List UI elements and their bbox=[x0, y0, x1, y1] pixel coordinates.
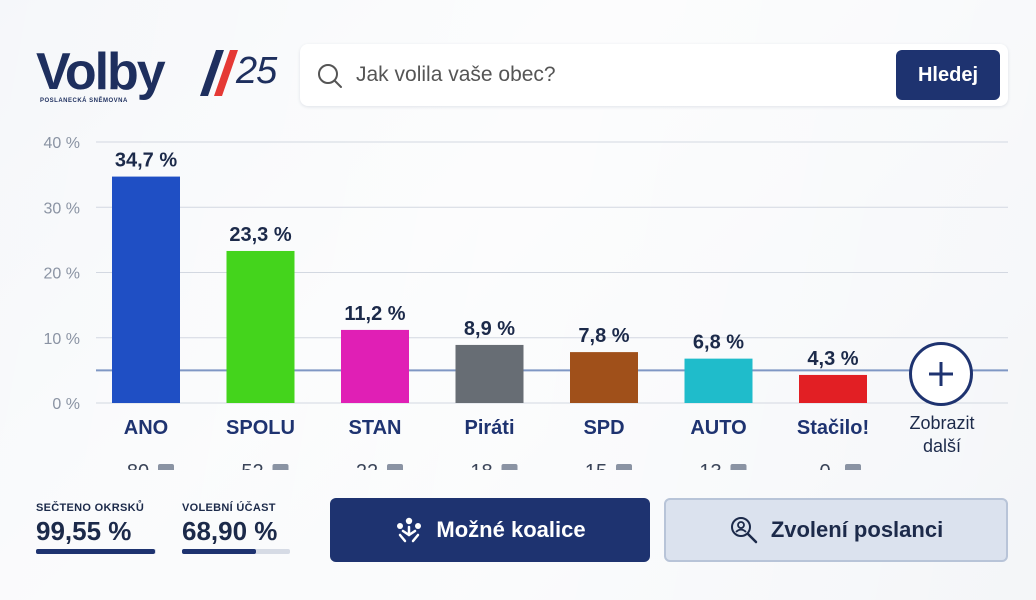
search-icon bbox=[318, 64, 342, 88]
bar-auto bbox=[684, 358, 753, 403]
seat-icon bbox=[501, 464, 518, 470]
y-tick-label: 30 % bbox=[44, 200, 80, 217]
seat-icon bbox=[387, 464, 403, 470]
elected-deputies-button[interactable]: Zvolení poslanci bbox=[664, 498, 1008, 562]
seat-icon bbox=[158, 464, 174, 470]
seats-label: 52 bbox=[241, 461, 263, 470]
value-label: 6,8 % bbox=[693, 332, 744, 354]
value-label: 4,3 % bbox=[807, 348, 858, 370]
seats-label: 13 bbox=[699, 461, 721, 470]
seat-icon bbox=[730, 464, 747, 470]
bar-spolu bbox=[226, 250, 295, 403]
results-chart: 0 % 10 % 20 % 30 % 40 % 34,7 % ANO 80 23,3 % SPOL… bbox=[0, 120, 1036, 470]
seats-label: 18 bbox=[470, 461, 492, 470]
category-label: ANO bbox=[124, 417, 168, 439]
show-more-line1: Zobrazit bbox=[909, 413, 975, 433]
logo-subtitle: POSLANECKÁ SNĚMOVNA bbox=[40, 98, 128, 104]
counted-progress bbox=[36, 549, 156, 554]
counted-label: SEČTENO OKRSKŮ bbox=[36, 502, 145, 514]
value-label: 23,3 % bbox=[229, 224, 291, 246]
value-label: 34,7 % bbox=[115, 150, 177, 172]
seat-icon bbox=[845, 464, 861, 470]
logo-year: 25 bbox=[236, 50, 277, 92]
seats-label: 0 bbox=[819, 461, 830, 470]
category-label: SPOLU bbox=[226, 417, 295, 439]
search-button[interactable]: Hledej bbox=[896, 50, 1000, 100]
value-label: 8,9 % bbox=[464, 318, 515, 340]
category-label: AUTO bbox=[690, 417, 746, 439]
show-more-label[interactable]: Zobrazit další bbox=[886, 412, 998, 458]
show-more-line2: další bbox=[922, 436, 962, 456]
results-bar-chart: 0 % 10 % 20 % 30 % 40 % 34,7 % ANO 80 23,3 % SPOL… bbox=[44, 135, 1008, 470]
counted-value: 99,55 % bbox=[36, 516, 132, 546]
counted-progress-fill bbox=[36, 549, 156, 554]
counted-stat: SEČTENO OKRSKŮ 99,55 % bbox=[36, 502, 156, 554]
value-label: 7,8 % bbox=[578, 325, 629, 347]
y-tick-label: 40 % bbox=[44, 135, 80, 152]
category-label: STAN bbox=[349, 417, 402, 439]
seats-label: 22 bbox=[356, 461, 378, 470]
seats-label: 15 bbox=[585, 461, 607, 470]
y-tick-label: 10 % bbox=[44, 331, 80, 348]
category-label: SPD bbox=[583, 417, 624, 439]
seats-label: 80 bbox=[127, 461, 149, 470]
bar-stan bbox=[341, 329, 409, 403]
coalitions-label: Možné koalice bbox=[436, 517, 586, 542]
seat-icon bbox=[616, 464, 632, 470]
category-label: Stačilo! bbox=[797, 417, 869, 439]
bar-pirti bbox=[455, 344, 524, 403]
y-tick-label: 0 % bbox=[52, 396, 80, 413]
search-input[interactable] bbox=[356, 58, 876, 92]
logo-text: Volby bbox=[36, 43, 166, 101]
value-label: 11,2 % bbox=[344, 303, 405, 325]
coalitions-button[interactable]: Možné koalice bbox=[330, 498, 650, 562]
show-more-button[interactable] bbox=[909, 342, 973, 406]
turnout-progress bbox=[182, 549, 290, 554]
bar-spd bbox=[570, 352, 638, 403]
elected-deputies-label: Zvolení poslanci bbox=[770, 517, 944, 542]
coalition-icon bbox=[397, 517, 422, 543]
volby-logo[interactable]: Volby 25 POSLANECKÁ SNĚMOVNA bbox=[36, 43, 277, 108]
turnout-stat: VOLEBNÍ ÚČAST 68,90 % bbox=[182, 502, 290, 554]
bar-ano bbox=[112, 176, 180, 403]
y-tick-label: 20 % bbox=[44, 266, 80, 283]
turnout-label: VOLEBNÍ ÚČAST bbox=[182, 502, 276, 514]
logo-slash-icon bbox=[200, 50, 238, 96]
search-bar: Hledej bbox=[300, 44, 1008, 106]
category-label: Piráti bbox=[464, 417, 514, 439]
search-person-icon bbox=[730, 517, 758, 544]
bar-stailo bbox=[799, 374, 867, 403]
turnout-value: 68,90 % bbox=[182, 516, 278, 546]
turnout-progress-fill bbox=[182, 549, 257, 554]
seat-icon bbox=[272, 464, 289, 470]
